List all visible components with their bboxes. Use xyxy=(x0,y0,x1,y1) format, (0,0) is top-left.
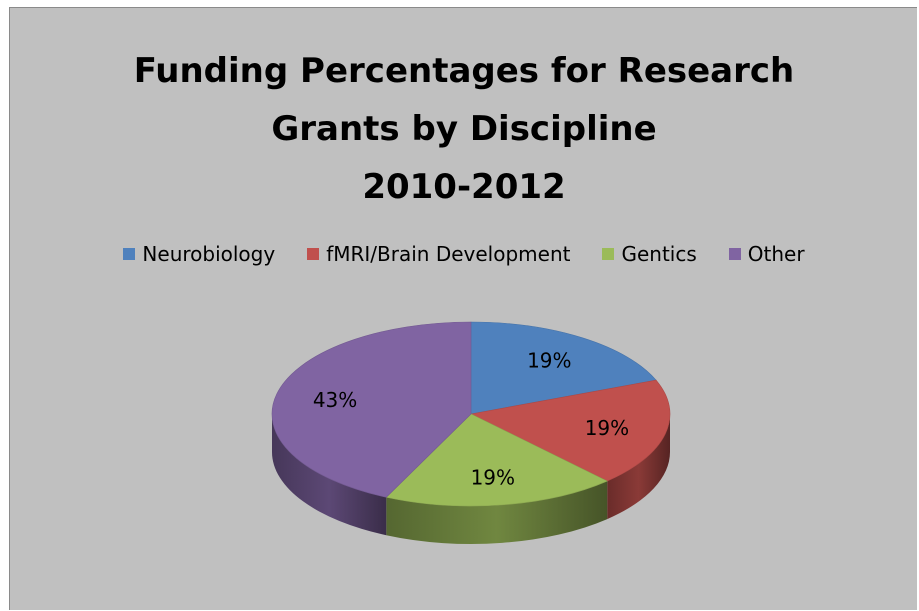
pie-side-fmri xyxy=(607,414,670,520)
chart-area: Funding Percentages for Research Grants … xyxy=(9,7,917,610)
legend-label-gentics: Gentics xyxy=(621,242,697,266)
legend-swatch-gentics xyxy=(602,248,615,260)
legend-swatch-fmri xyxy=(307,248,320,260)
legend-item-gentics: Gentics xyxy=(602,242,697,266)
pie-side-gentics xyxy=(386,481,608,544)
legend-item-other: Other xyxy=(728,242,805,266)
chart-title-line-1: Funding Percentages for Research xyxy=(133,51,795,91)
chart-title-line-2: Grants by Discipline xyxy=(271,109,657,149)
data-label-fmri: 19% xyxy=(585,416,629,440)
pie-side-other xyxy=(272,414,387,536)
legend-item-fmri: fMRI/Brain Development xyxy=(307,242,570,266)
legend-label-neurobiology: Neurobiology xyxy=(142,242,276,266)
pie-slice-gentics xyxy=(385,413,608,507)
pie-slice-fmri xyxy=(470,379,671,482)
pie-slice-neurobiology xyxy=(470,321,657,415)
chart-title-line-3: 2010-2012 xyxy=(362,167,566,207)
chart-title: Funding Percentages for Research Grants … xyxy=(10,42,918,216)
chart-legend: Neurobiology fMRI/Brain Development Gent… xyxy=(10,242,918,266)
data-label-neurobiology: 19% xyxy=(527,349,571,373)
data-label-other: 43% xyxy=(313,388,357,412)
pie-slice-other xyxy=(271,321,472,498)
legend-swatch-neurobiology xyxy=(123,248,136,260)
legend-item-neurobiology: Neurobiology xyxy=(123,242,275,266)
pie-chart: 19% 19% 19% 43% xyxy=(271,321,671,544)
legend-swatch-other xyxy=(728,248,741,260)
legend-label-other: Other xyxy=(747,242,805,266)
legend-label-fmri: fMRI/Brain Development xyxy=(326,242,571,266)
data-label-gentics: 19% xyxy=(471,466,515,490)
